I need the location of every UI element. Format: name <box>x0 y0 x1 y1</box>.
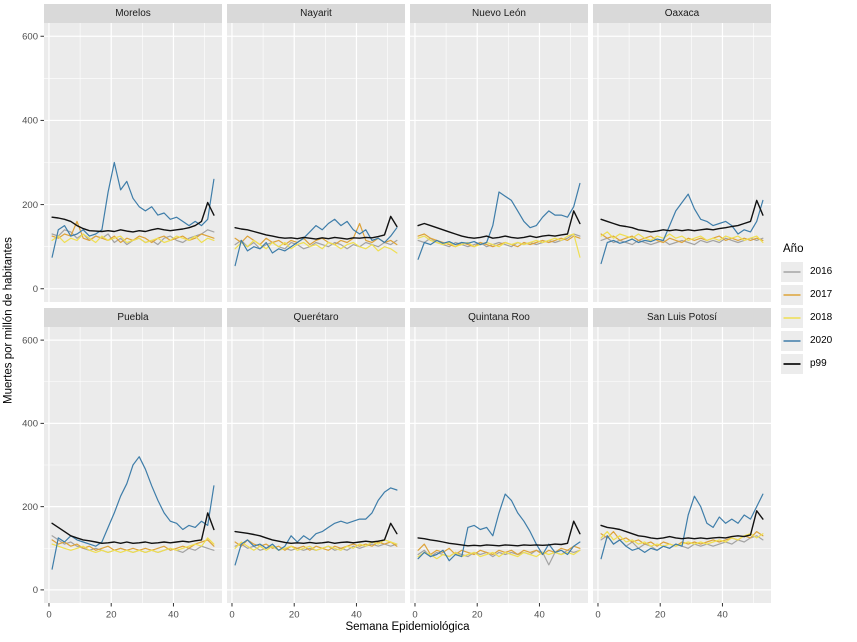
facet-strip-morelos: Morelos <box>44 4 222 23</box>
svg-text:0: 0 <box>412 610 417 621</box>
legend-entry-2020: 2020 <box>781 329 857 352</box>
x-axis-ticks-queretaro: 0 20 40 <box>229 603 362 621</box>
line-p99-nayarit <box>234 215 398 240</box>
line-2018-queretaro <box>234 539 398 551</box>
facet-panel-puebla <box>44 327 222 603</box>
legend-entry-2017: 2017 <box>781 283 857 306</box>
line-2020-nayarit <box>234 218 398 267</box>
svg-text:40: 40 <box>351 610 362 621</box>
svg-text:40: 40 <box>717 610 728 621</box>
legend-label: 2020 <box>810 335 833 346</box>
svg-text:0: 0 <box>33 284 38 295</box>
svg-text:40: 40 <box>534 610 545 621</box>
svg-text:600: 600 <box>22 31 38 42</box>
gridlines <box>593 23 771 302</box>
facet-strip-puebla: Puebla <box>44 308 222 327</box>
svg-text:20: 20 <box>106 610 117 621</box>
line-p99-queretaro <box>234 522 398 545</box>
x-axis-title: Semana Epidemiológica <box>345 621 470 633</box>
line-2016-oaxaca <box>600 237 764 246</box>
facet-panel-oaxaca <box>593 23 771 302</box>
legend-label: 2018 <box>810 312 833 323</box>
line-2018-oaxaca <box>600 231 764 244</box>
line-2018-morelos <box>51 233 215 244</box>
facet-panel-quintana-roo <box>410 327 588 603</box>
line-p99-morelos <box>51 201 215 233</box>
line-2017-puebla <box>51 539 215 551</box>
svg-text:400: 400 <box>22 419 38 430</box>
facet-strip-nuevo-leon: Nuevo León <box>410 4 588 23</box>
legend: Año 2016 2017 2018 2020 p99 <box>781 243 857 375</box>
gridlines <box>44 23 222 302</box>
line-2020-oaxaca <box>600 193 764 265</box>
facet-strip-nayarit: Nayarit <box>227 4 405 23</box>
svg-text:20: 20 <box>655 610 666 621</box>
line-2020-san-luis-potosi <box>600 493 764 560</box>
facet-panel-queretaro <box>227 327 405 603</box>
svg-text:600: 600 <box>22 335 38 346</box>
svg-text:400: 400 <box>22 116 38 127</box>
y-axis-title: Muertes por millón de habitantes <box>2 237 15 405</box>
line-p99-oaxaca <box>600 199 764 233</box>
line-2020-morelos <box>51 161 215 258</box>
legend-entry-2016: 2016 <box>781 260 857 283</box>
y-axis-ticks-row1: 0 200 400 600 <box>22 31 44 295</box>
svg-text:20: 20 <box>289 610 300 621</box>
x-axis-ticks-san-luis-potosi: 0 20 40 <box>595 603 728 621</box>
legend-entry-p99: p99 <box>781 352 857 375</box>
gridlines <box>44 327 222 603</box>
line-2016-nuevo-leon <box>417 233 581 248</box>
line-2020-queretaro <box>234 487 398 566</box>
legend-key-icon <box>781 261 803 282</box>
line-2020-puebla <box>51 456 215 570</box>
legend-key-icon <box>781 284 803 305</box>
facet-panel-san-luis-potosi <box>593 327 771 603</box>
gridlines <box>410 23 588 302</box>
legend-key-icon <box>781 353 803 374</box>
y-axis-ticks-row2: 0 200 400 600 <box>22 335 44 596</box>
svg-text:40: 40 <box>168 610 179 621</box>
svg-text:0: 0 <box>595 610 600 621</box>
gridlines <box>227 23 405 302</box>
legend-entries: 2016 2017 2018 2020 p99 <box>781 260 857 375</box>
gridlines <box>593 327 771 603</box>
facet-strip-queretaro: Querétaro <box>227 308 405 327</box>
line-p99-puebla <box>51 512 215 545</box>
line-p99-quintana-roo <box>417 520 581 547</box>
svg-text:200: 200 <box>22 200 38 211</box>
facet-panel-morelos <box>44 23 222 302</box>
facet-strip-quintana-roo: Quintana Roo <box>410 308 588 327</box>
svg-text:200: 200 <box>22 502 38 513</box>
x-axis-ticks-puebla: 0 20 40 <box>46 603 179 621</box>
svg-text:0: 0 <box>33 585 38 596</box>
facet-panel-nayarit <box>227 23 405 302</box>
legend-label: 2017 <box>810 289 833 300</box>
line-p99-san-luis-potosi <box>600 510 764 540</box>
line-2017-quintana-roo <box>417 543 581 556</box>
facet-panel-nuevo-leon <box>410 23 588 302</box>
facet-strip-san-luis-potosi: San Luis Potosí <box>593 308 771 327</box>
legend-title: Año <box>783 243 804 255</box>
svg-text:0: 0 <box>46 610 51 621</box>
gridlines <box>410 327 588 603</box>
svg-text:0: 0 <box>229 610 234 621</box>
line-2020-quintana-roo <box>417 493 581 562</box>
line-2018-puebla <box>51 537 215 553</box>
svg-text:20: 20 <box>472 610 483 621</box>
line-2017-nayarit <box>234 222 398 246</box>
x-axis-ticks-quintana-roo: 0 20 40 <box>412 603 545 621</box>
legend-label: p99 <box>810 358 827 369</box>
legend-key-icon <box>781 307 803 328</box>
line-2017-oaxaca <box>600 233 764 244</box>
legend-key-icon <box>781 330 803 351</box>
facet-strip-oaxaca: Oaxaca <box>593 4 771 23</box>
line-2018-nuevo-leon <box>417 233 581 258</box>
line-2018-quintana-roo <box>417 549 581 560</box>
legend-entry-2018: 2018 <box>781 306 857 329</box>
legend-label: 2016 <box>810 266 833 277</box>
line-p99-nuevo-leon <box>417 210 581 239</box>
line-2020-nuevo-leon <box>417 182 581 260</box>
